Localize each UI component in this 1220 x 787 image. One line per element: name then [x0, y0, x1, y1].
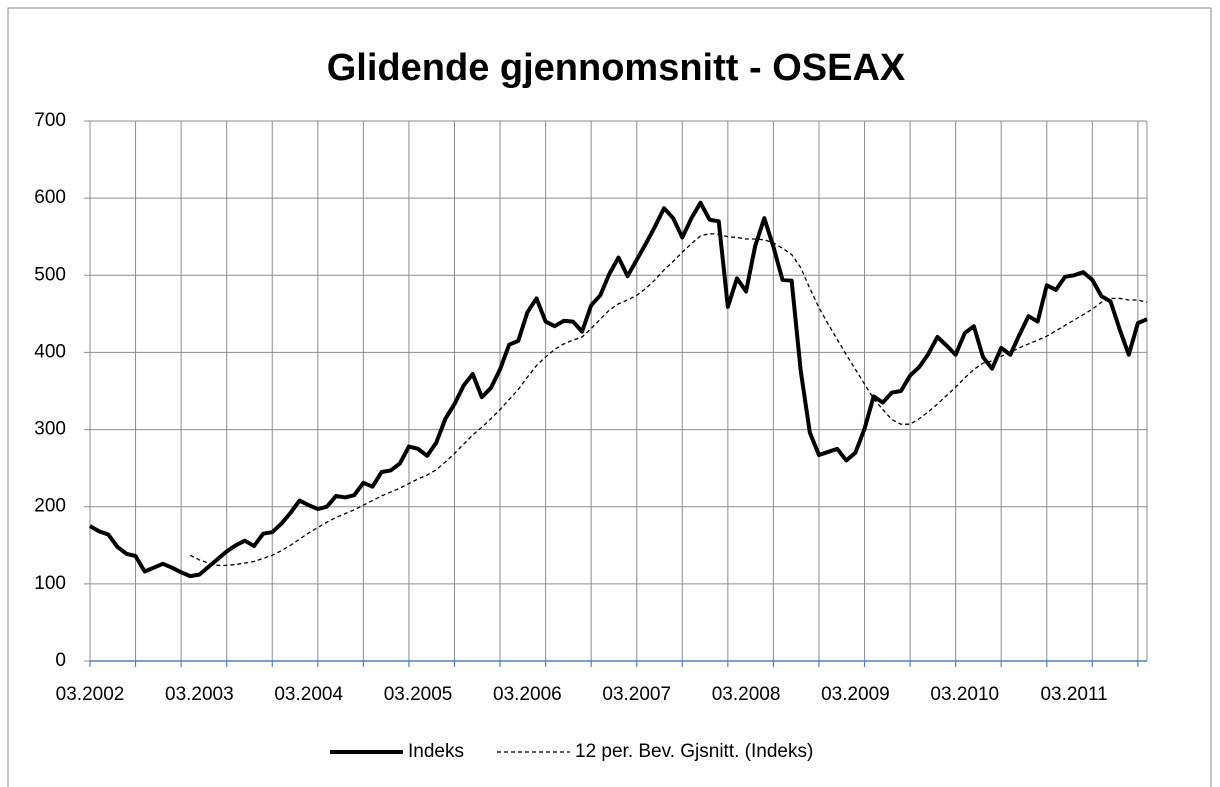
y-tick-label: 500: [34, 264, 66, 285]
x-tick-label: 03.2005: [384, 684, 453, 705]
y-tick-label: 700: [34, 110, 66, 131]
y-tick-label: 200: [34, 496, 66, 517]
x-tick-label: 03.2006: [493, 684, 562, 705]
x-tick-label: 03.2003: [165, 684, 234, 705]
x-tick-label: 03.2009: [821, 684, 890, 705]
y-tick-label: 100: [34, 573, 66, 594]
y-tick-label: 600: [34, 187, 66, 208]
x-tick-label: 03.2008: [712, 684, 781, 705]
chart-border: [7, 7, 1212, 787]
x-tick-label: 03.2002: [56, 684, 125, 705]
x-tick-label: 03.2007: [602, 684, 671, 705]
x-tick-label: 03.2010: [930, 684, 999, 705]
y-tick-label: 300: [34, 419, 66, 440]
legend-label: 12 per. Bev. Gjsnitt. (Indeks): [575, 741, 813, 762]
chart-title: Glidende gjennomsnitt - OSEAX: [327, 47, 906, 89]
x-tick-label: 03.2004: [274, 684, 343, 705]
y-tick-label: 0: [55, 650, 66, 671]
series-line: [189, 232, 1148, 566]
y-tick-label: 400: [34, 341, 66, 362]
legend-label: Indeks: [408, 741, 464, 762]
series-line: [88, 200, 1148, 579]
x-tick-label: 03.2011: [1040, 684, 1107, 705]
